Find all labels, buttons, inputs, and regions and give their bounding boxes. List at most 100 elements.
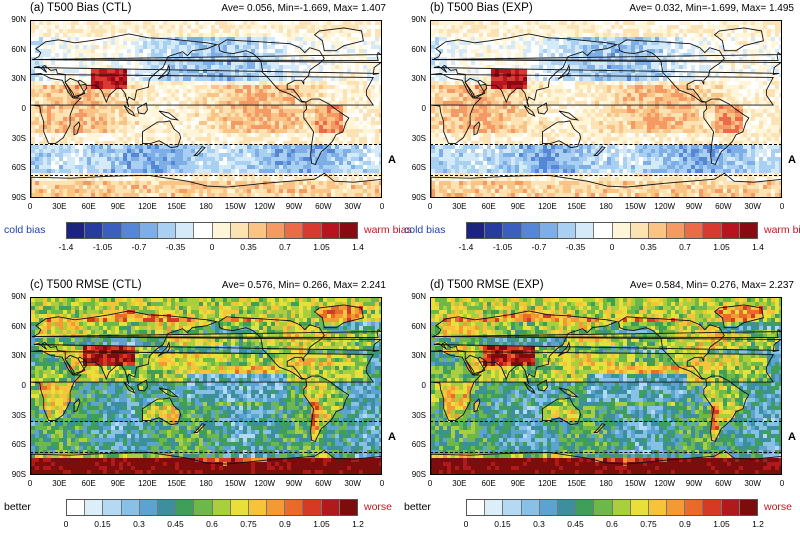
colorbar-swatch bbox=[648, 223, 668, 238]
colorbar-right-label: warm bias bbox=[764, 224, 800, 236]
coastline bbox=[593, 423, 606, 433]
bias-field-map bbox=[431, 21, 781, 197]
coastline bbox=[618, 316, 725, 380]
colorbar-swatch bbox=[139, 500, 158, 515]
bias-field-map bbox=[31, 21, 381, 197]
field-cells bbox=[431, 298, 781, 474]
colorbar-swatch bbox=[139, 223, 158, 238]
region-a-label: A bbox=[388, 154, 396, 167]
colorbar-tick-label: -0.7 bbox=[531, 242, 547, 252]
colorbar-swatch bbox=[212, 500, 231, 515]
coastline bbox=[713, 304, 764, 329]
latitude-label: 30S bbox=[411, 133, 426, 143]
colorbar-swatch bbox=[121, 223, 140, 238]
coastline bbox=[542, 397, 582, 426]
coastline bbox=[703, 375, 750, 442]
colorbar-swatch bbox=[285, 223, 304, 238]
colorbar-swatch bbox=[467, 500, 486, 515]
longitude-label: 60W bbox=[715, 479, 732, 488]
colorbar-swatch bbox=[557, 223, 577, 238]
longitude-label: 120W bbox=[654, 202, 676, 211]
longitude-label: 60E bbox=[81, 479, 96, 488]
coastline bbox=[432, 310, 781, 385]
latitude-label: 60N bbox=[411, 321, 426, 331]
colorbar-swatch bbox=[557, 500, 577, 515]
colorbar-swatch bbox=[103, 223, 122, 238]
coastline bbox=[303, 98, 350, 165]
colorbar-tick-label: 1.4 bbox=[352, 242, 364, 252]
colorbar-tick-label: 0.6 bbox=[606, 519, 618, 529]
colorbar-tick-label: 0.45 bbox=[567, 519, 584, 529]
latitude-label: 60S bbox=[11, 440, 26, 450]
longitude-label: 180 bbox=[199, 479, 213, 488]
colorbar-swatch bbox=[212, 223, 231, 238]
coastline bbox=[218, 316, 325, 380]
coastline bbox=[31, 328, 381, 339]
colorbar-swatch bbox=[612, 500, 631, 515]
longitude-label: 0 bbox=[379, 479, 385, 488]
coastline bbox=[558, 110, 580, 121]
colorbar-swatch bbox=[67, 500, 86, 515]
coastline bbox=[157, 340, 171, 357]
longitude-label: 60E bbox=[481, 479, 496, 488]
colorbar-swatch bbox=[230, 500, 249, 515]
colorbar-swatch bbox=[503, 223, 522, 238]
coastline bbox=[593, 146, 606, 156]
colorbar-tick-label: 0.15 bbox=[494, 519, 511, 529]
coastline bbox=[142, 397, 182, 426]
colorbar-swatch bbox=[267, 500, 286, 515]
colorbar-swatch bbox=[321, 500, 340, 515]
coastline bbox=[473, 121, 481, 136]
coastline bbox=[542, 120, 582, 149]
colorbar-tick-label: 0 bbox=[209, 242, 215, 252]
colorbar-tick-label: -0.7 bbox=[131, 242, 147, 252]
coastline bbox=[193, 146, 206, 156]
colorbar-tick-label: 0 bbox=[63, 519, 69, 529]
colorbar-tick-label: 0.35 bbox=[240, 242, 257, 252]
coastline bbox=[73, 398, 81, 413]
colorbar-swatch bbox=[121, 500, 140, 515]
colorbar-swatch bbox=[267, 223, 286, 238]
colorbar-left-label: cold bias bbox=[4, 224, 46, 236]
map-plot-area bbox=[30, 20, 382, 198]
colorbar-swatch bbox=[339, 500, 357, 515]
longitude-label: 150E bbox=[167, 202, 186, 211]
longitude-label: 120W bbox=[254, 202, 276, 211]
longitude-label: 150W bbox=[224, 202, 246, 211]
colorbar-swatch bbox=[467, 223, 486, 238]
colorbar-swatch bbox=[176, 223, 195, 238]
colorbar-tick-label: 0.7 bbox=[279, 242, 291, 252]
region-a-label: A bbox=[788, 154, 796, 167]
colorbar-left-label: cold bias bbox=[404, 224, 446, 236]
colorbar-swatch bbox=[630, 223, 649, 238]
colorbar-swatch bbox=[485, 223, 504, 238]
colorbar-swatch bbox=[630, 500, 649, 515]
colorbar-swatch bbox=[667, 500, 686, 515]
colorbar-swatch bbox=[594, 223, 613, 238]
longitude-label: 0 bbox=[27, 202, 33, 211]
coastline bbox=[473, 398, 481, 413]
latitude-label: 60N bbox=[11, 44, 26, 54]
latitude-label: 0 bbox=[21, 104, 26, 113]
longitude-label: 90W bbox=[285, 202, 303, 211]
longitude-label: 0 bbox=[379, 202, 385, 211]
colorbar-swatch bbox=[85, 500, 104, 515]
latitude-label: 30N bbox=[411, 74, 426, 84]
coastline bbox=[218, 39, 325, 103]
coastline bbox=[157, 63, 171, 80]
coastline bbox=[432, 33, 781, 108]
longitude-label: 60W bbox=[715, 202, 732, 211]
coastline bbox=[303, 375, 350, 442]
colorbar-tick-label: 0 bbox=[609, 242, 615, 252]
latitude-label: 30S bbox=[411, 410, 426, 420]
colorbar-swatch bbox=[485, 500, 504, 515]
colorbar-swatch bbox=[285, 500, 304, 515]
colorbar-left-label: better bbox=[4, 501, 31, 513]
panel-statistics: Ave= 0.576, Min= 0.266, Max= 2.241 bbox=[221, 280, 386, 291]
colorbar-swatch bbox=[648, 500, 668, 515]
colorbar-swatch bbox=[339, 223, 357, 238]
longitude-label: 150E bbox=[567, 479, 586, 488]
latitude-label: 90N bbox=[411, 15, 426, 24]
latitude-label: 60S bbox=[411, 163, 426, 173]
colorbar-tick-label: -1.4 bbox=[58, 242, 74, 252]
